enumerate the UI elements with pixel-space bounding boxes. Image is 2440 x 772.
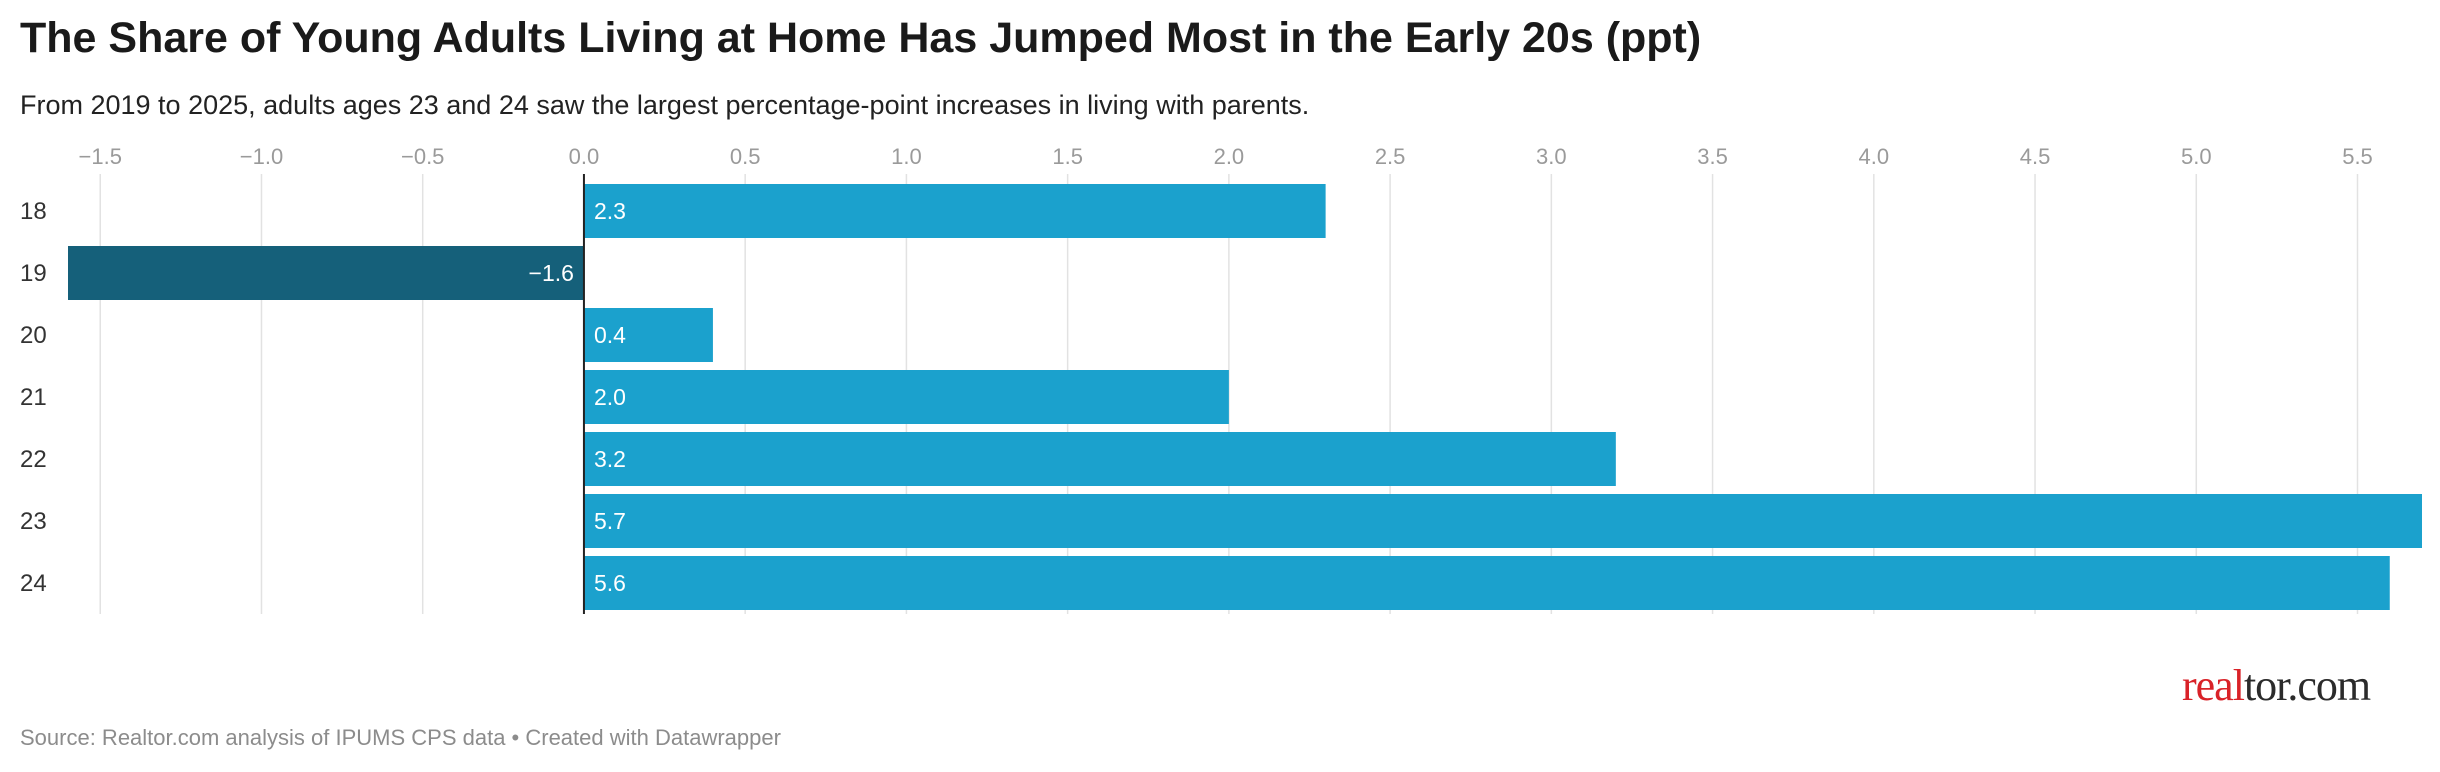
bar-age-19 [68, 246, 584, 300]
x-tick-label: 3.0 [1536, 144, 1567, 169]
x-tick-label: 4.5 [2020, 144, 2051, 169]
value-labels: 2.3 −1.6 0.4 2.0 3.2 5.7 5.6 [529, 198, 627, 596]
x-tick-label: 0.0 [569, 144, 600, 169]
x-tick-label: −1.5 [79, 144, 122, 169]
bar-age-22 [583, 432, 1616, 486]
value-label: 2.3 [594, 198, 626, 224]
x-tick-label: 0.5 [730, 144, 761, 169]
bar-chart: −1.5 −1.0 −0.5 0.0 0.5 1.0 1.5 2.0 2.5 3.0 3.5 4.0 4… [20, 144, 2422, 614]
category-label: 22 [20, 446, 47, 473]
category-label: 21 [20, 384, 47, 411]
category-labels: 18 19 20 21 22 23 24 [20, 198, 47, 597]
x-tick-label: 2.5 [1375, 144, 1406, 169]
bar-age-21 [583, 370, 1229, 424]
x-tick-label: 1.5 [1052, 144, 1083, 169]
category-label: 20 [20, 322, 47, 349]
bar-age-20 [583, 308, 713, 362]
x-tick-label: 5.5 [2342, 144, 2373, 169]
bar-age-18 [583, 184, 1326, 238]
logo-part-red: real [2182, 661, 2245, 710]
bars [68, 184, 2422, 610]
x-tick-label: 3.5 [1697, 144, 1728, 169]
category-label: 18 [20, 198, 47, 225]
value-label: 2.0 [594, 384, 626, 410]
value-label: 0.4 [594, 322, 626, 348]
x-tick-label: 2.0 [1214, 144, 1245, 169]
x-tick-label: 4.0 [1859, 144, 1890, 169]
value-label: 3.2 [594, 446, 626, 472]
bar-age-24 [583, 556, 2390, 610]
x-tick-label: −0.5 [401, 144, 444, 169]
source-note: Source: Realtor.com analysis of IPUMS CP… [20, 725, 781, 750]
x-tick-label: 1.0 [891, 144, 922, 169]
logo-part-dark: tor.com [2243, 661, 2371, 710]
bar-age-23 [583, 494, 2422, 548]
category-label: 24 [20, 570, 47, 597]
realtor-logo: realtor.com [2182, 660, 2412, 712]
value-label: 5.7 [594, 508, 626, 534]
chart-title: The Share of Young Adults Living at Home… [20, 14, 1702, 62]
x-tick-label: 5.0 [2181, 144, 2212, 169]
value-label: 5.6 [594, 570, 626, 596]
value-label: −1.6 [529, 260, 574, 286]
chart-subtitle: From 2019 to 2025, adults ages 23 and 24… [20, 90, 1310, 120]
x-tick-label: −1.0 [240, 144, 283, 169]
category-label: 19 [20, 260, 47, 287]
x-axis-ticks: −1.5 −1.0 −0.5 0.0 0.5 1.0 1.5 2.0 2.5 3.0 3.5 4.0 4… [79, 144, 2373, 169]
category-label: 23 [20, 508, 47, 535]
